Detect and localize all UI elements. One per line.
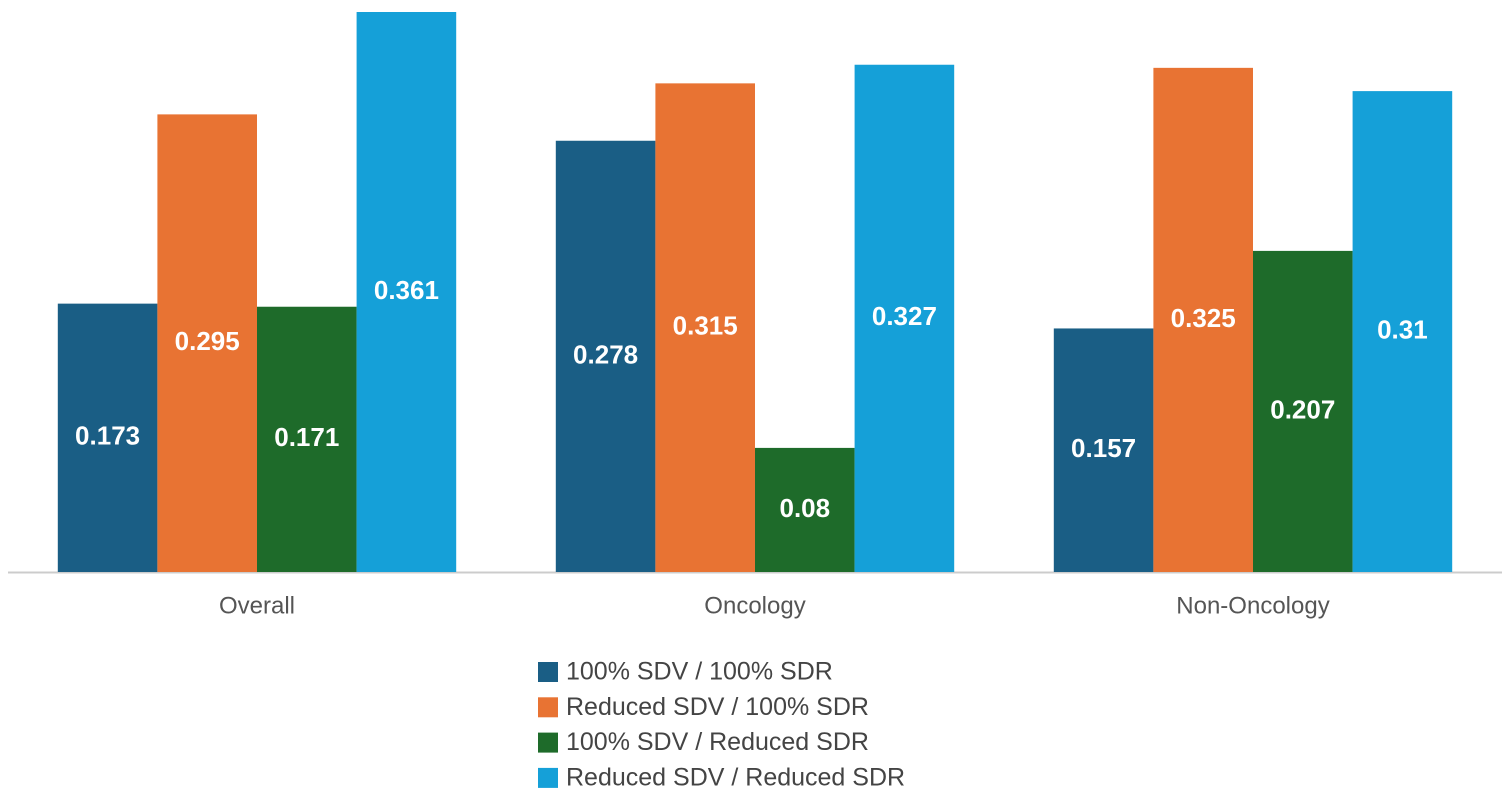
data-label: 0.171 xyxy=(274,422,339,452)
data-label: 0.361 xyxy=(374,275,439,305)
x-tick-label: Oncology xyxy=(704,592,805,619)
data-label: 0.278 xyxy=(573,339,638,369)
bar xyxy=(257,306,357,572)
data-label: 0.295 xyxy=(175,326,240,356)
legend-label: 100% SDV / Reduced SDR xyxy=(566,728,869,756)
bar xyxy=(655,83,755,573)
bar xyxy=(1253,250,1353,572)
legend-swatch xyxy=(538,732,558,753)
legend-label: Reduced SDV / 100% SDR xyxy=(566,693,869,721)
bar xyxy=(555,140,656,572)
legend-label: Reduced SDV / Reduced SDR xyxy=(566,764,905,792)
legend-label: 100% SDV / 100% SDR xyxy=(566,658,833,686)
data-label: 0.325 xyxy=(1171,303,1236,333)
data-label: 0.173 xyxy=(75,421,140,451)
data-label: 0.157 xyxy=(1071,433,1136,463)
bar xyxy=(1053,328,1154,572)
bar xyxy=(1153,67,1253,572)
bar xyxy=(1352,91,1453,572)
x-tick-label: Non-Oncology xyxy=(1176,592,1329,619)
bar xyxy=(157,114,257,573)
x-tick-label: Overall xyxy=(219,592,295,619)
legend-swatch xyxy=(538,767,558,788)
legend-swatch xyxy=(538,697,558,718)
legend-swatch xyxy=(538,662,558,682)
data-label: 0.31 xyxy=(1377,314,1428,344)
bar xyxy=(755,447,855,572)
bar xyxy=(57,303,158,572)
data-label: 0.207 xyxy=(1270,394,1335,424)
bar xyxy=(854,64,955,573)
data-label: 0.327 xyxy=(872,301,937,331)
bar xyxy=(356,12,457,572)
data-label: 0.315 xyxy=(673,311,738,341)
data-label: 0.08 xyxy=(779,493,830,523)
